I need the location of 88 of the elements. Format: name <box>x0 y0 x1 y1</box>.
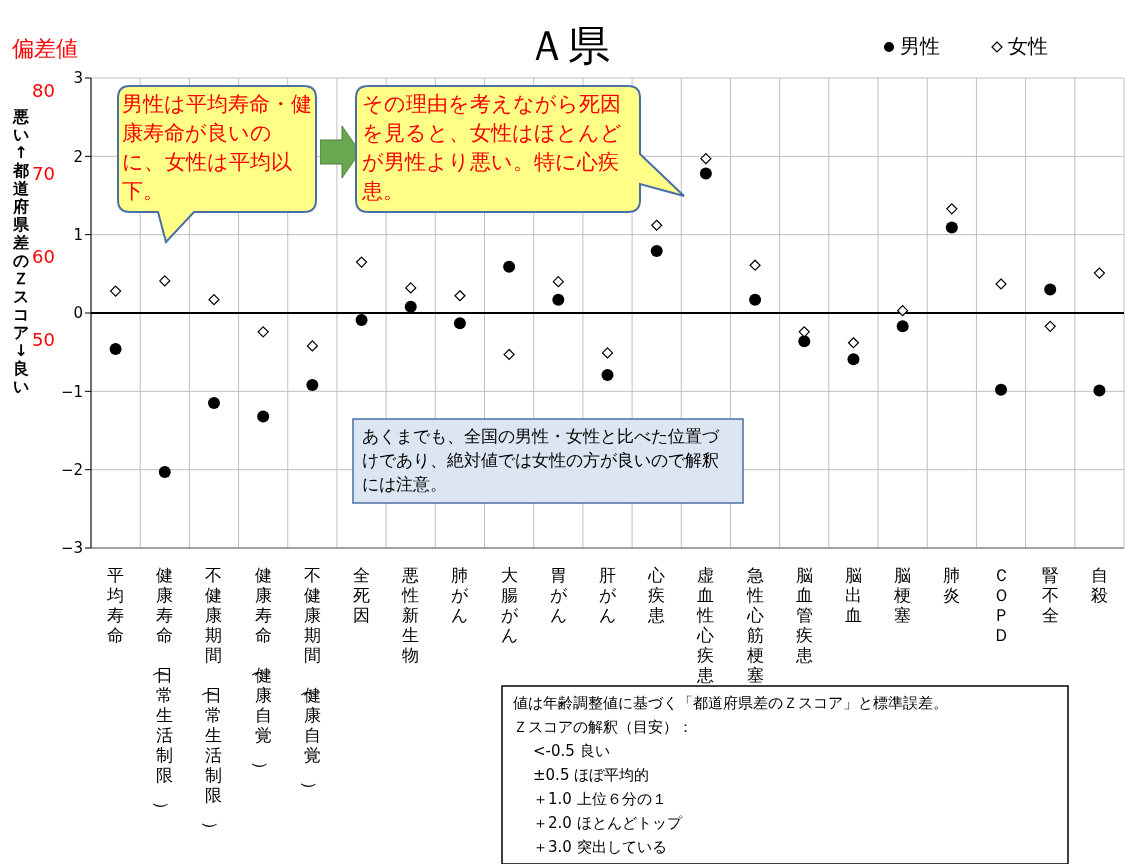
point <box>650 245 663 258</box>
point <box>798 335 811 348</box>
x-tick-label: 心疾患 <box>647 565 666 625</box>
legend-label: 男性 <box>900 33 940 60</box>
text: ＋1.0 上位６分の１ <box>532 789 668 810</box>
text: ＋3.0 突出している <box>532 837 668 858</box>
x-tick-label: 虚血性心疾患 <box>696 565 715 685</box>
point <box>946 203 958 215</box>
point <box>749 259 761 271</box>
point <box>257 326 269 338</box>
text: 値は年齢調整値に基づく「都道府県差のＺスコア」と標準誤差。 <box>513 693 949 714</box>
point <box>601 347 614 359</box>
point <box>257 410 270 423</box>
y2-axis-title: 偏差値 <box>12 35 78 63</box>
x-tick-label: 脳梗塞 <box>893 565 912 625</box>
x-tick-label: 急性心筋梗塞 <box>745 565 764 685</box>
point <box>1093 384 1106 397</box>
x-tick-label: 脳出血 <box>844 565 862 625</box>
x-tick-label: 肺炎 <box>943 565 961 605</box>
point <box>995 278 1007 290</box>
text: ±0.5 ほぼ平均的 <box>532 765 651 786</box>
point <box>355 314 368 327</box>
point <box>306 379 319 392</box>
point <box>897 305 909 317</box>
point <box>110 285 122 297</box>
point <box>847 337 860 349</box>
point <box>454 290 466 302</box>
y-tick-label: 3 <box>73 69 83 88</box>
point <box>847 353 860 366</box>
category-label: 不健康期間（日常生活制限） <box>201 565 223 838</box>
text: ＋2.0 ほとんどトップ <box>532 813 684 834</box>
point <box>601 368 614 381</box>
x-tick-label: 腎不全 <box>1041 565 1059 625</box>
x-tick-label: 脳血管疾患 <box>794 565 813 665</box>
text: <-0.5 良い <box>532 741 611 762</box>
point <box>945 221 958 234</box>
y-tick-label: −1 <box>60 382 83 401</box>
annotation: あくまでも、全国の男性・女性と比べた位置づけであり、絶対値では女性の方が良いので解釈には注意。 <box>362 425 721 496</box>
y-tick-label: 2 <box>73 147 83 166</box>
point <box>405 282 417 294</box>
legend-label: 女性 <box>1008 33 1048 60</box>
y2-tick-label: 50 <box>32 329 55 351</box>
category-label: 健康寿命（日常生活制限） <box>152 565 174 818</box>
point <box>896 320 909 333</box>
point <box>552 293 565 306</box>
point <box>207 397 220 410</box>
x-tick-label: 胃がん <box>549 565 568 625</box>
y2-tick-label: 70 <box>32 163 55 185</box>
y-tick-label: −3 <box>60 539 83 558</box>
x-tick-label: 肝がん <box>599 565 617 625</box>
text: Ｚスコアの解釈（目安）： <box>513 717 694 738</box>
point <box>995 383 1008 396</box>
x-tick-label: 平均寿命 <box>106 565 125 645</box>
text: 悪い↑ 都道府県差のＺスコア ↓良い <box>13 107 29 396</box>
chart-title: Ａ県 <box>526 21 610 70</box>
x-tick-label: 自殺 <box>1090 565 1108 605</box>
point <box>306 340 318 352</box>
point <box>700 153 712 165</box>
point <box>158 466 171 479</box>
point <box>1044 320 1056 332</box>
point <box>159 275 171 287</box>
x-tick-label: 大腸がん <box>500 565 519 645</box>
point <box>355 256 368 268</box>
point <box>503 260 516 273</box>
category-label: 健康寿命（健康自覚） <box>250 565 272 778</box>
annotation: 男性は平均寿命・健康寿命が良いのに、女性は平均以下。 <box>122 91 312 205</box>
x-tick-label: ＣＯＰＤ <box>992 565 1010 645</box>
point <box>404 300 417 313</box>
annotation: その理由を考えながら死因を見ると、女性はほとんどが男性より悪い。特に心疾患。 <box>362 91 623 205</box>
y-tick-label: 1 <box>73 225 83 244</box>
category-label: 不健康期間（健康自覚） <box>299 565 321 798</box>
y2-tick-label: 60 <box>32 246 55 268</box>
x-tick-label: 肺がん <box>451 565 470 625</box>
point <box>1044 283 1057 296</box>
point <box>453 317 466 330</box>
point <box>552 276 564 288</box>
point <box>1093 267 1105 279</box>
point <box>749 293 762 306</box>
point <box>503 348 515 361</box>
point <box>208 294 220 306</box>
point <box>699 167 712 180</box>
point <box>109 343 122 356</box>
x-tick-label: 悪性新生物 <box>401 565 420 665</box>
y-tick-label: −2 <box>60 460 83 479</box>
point <box>651 219 663 231</box>
y2-tick-label: 80 <box>32 79 55 101</box>
y-tick-label: 0 <box>73 304 83 323</box>
x-tick-label: 全死因 <box>353 565 371 625</box>
